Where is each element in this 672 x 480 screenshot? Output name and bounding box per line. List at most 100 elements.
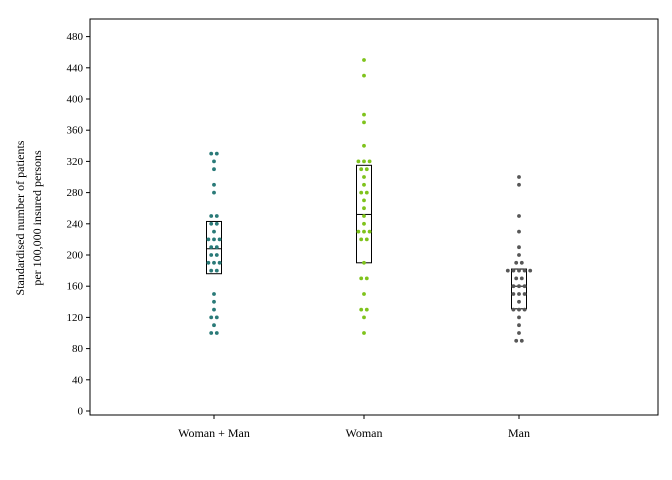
iqr-box — [206, 220, 222, 275]
data-point — [214, 221, 219, 226]
data-point — [519, 260, 524, 265]
plot-frame — [89, 18, 659, 416]
dots-layer — [206, 58, 533, 343]
data-point — [364, 276, 369, 281]
data-point — [209, 151, 214, 156]
data-point — [212, 229, 216, 234]
data-point — [359, 167, 364, 172]
data-point — [362, 214, 366, 218]
box-layer — [206, 164, 527, 310]
data-point — [362, 143, 366, 148]
data-point — [209, 245, 214, 250]
data-point — [212, 260, 216, 265]
data-point — [359, 276, 364, 281]
data-point — [514, 276, 519, 281]
data-point — [362, 182, 366, 187]
data-point — [359, 307, 364, 312]
data-point — [362, 73, 366, 78]
data-point — [517, 323, 521, 328]
data-point — [519, 276, 524, 281]
y-tick-label: 240 — [67, 218, 84, 230]
y-tick-label: 40 — [72, 374, 84, 386]
data-point — [214, 331, 219, 335]
y-axis-title: Standardised number of patients — [13, 140, 27, 295]
data-point — [212, 237, 216, 242]
data-point — [214, 245, 219, 250]
data-point — [517, 229, 521, 234]
data-point — [364, 167, 369, 172]
y-axis: 0 40 80 120 160 200 240 280 320 360 400 440 480 — [67, 31, 90, 418]
data-point — [206, 260, 211, 265]
data-point — [364, 237, 369, 242]
data-point — [517, 268, 521, 273]
data-point — [356, 229, 361, 234]
data-point — [511, 284, 516, 289]
data-point — [517, 292, 521, 296]
data-point — [505, 268, 510, 273]
data-point — [364, 190, 369, 195]
data-point — [517, 284, 521, 289]
data-point — [517, 253, 521, 257]
data-point — [522, 307, 527, 312]
data-point — [209, 214, 214, 218]
data-point — [517, 299, 521, 304]
data-point — [362, 260, 366, 265]
data-point — [217, 260, 222, 265]
data-point — [209, 315, 214, 320]
data-point — [209, 331, 214, 335]
data-point — [362, 159, 366, 164]
y-tick-label: 400 — [67, 94, 84, 106]
data-point — [362, 331, 366, 335]
data-point — [514, 260, 519, 265]
data-point — [517, 182, 521, 187]
data-point — [209, 253, 214, 257]
data-point — [362, 206, 366, 211]
x-tick-label: Woman + Man — [178, 426, 250, 440]
data-point — [209, 268, 214, 273]
data-point — [214, 214, 219, 218]
data-point — [517, 315, 521, 320]
data-point — [517, 331, 521, 335]
data-point — [517, 307, 521, 312]
data-point — [212, 323, 216, 328]
x-tick-label: Man — [508, 426, 530, 440]
y-tick-label: 440 — [67, 62, 84, 74]
data-point — [214, 315, 219, 320]
data-point — [514, 338, 519, 343]
data-point — [511, 292, 516, 296]
data-point — [362, 58, 366, 62]
x-tick-label: Woman — [345, 426, 382, 440]
data-point — [367, 229, 372, 234]
data-point — [362, 198, 366, 203]
data-point — [212, 182, 216, 187]
data-point — [359, 190, 364, 195]
y-tick-label: 200 — [67, 250, 84, 262]
data-point — [212, 292, 216, 296]
y-axis-title-line2: per 100,000 insured persons — [30, 150, 44, 286]
data-point — [362, 292, 366, 296]
data-point — [362, 229, 366, 234]
y-tick-label: 360 — [67, 125, 84, 137]
data-point — [209, 221, 214, 226]
data-point — [217, 237, 222, 242]
data-point — [214, 253, 219, 257]
data-point — [522, 268, 527, 273]
data-point — [522, 292, 527, 296]
data-point — [511, 268, 516, 273]
y-tick-label: 80 — [72, 343, 84, 355]
y-tick-label: 320 — [67, 156, 84, 168]
y-tick-label: 120 — [67, 312, 84, 324]
y-tick-label: 480 — [67, 31, 84, 43]
data-point — [528, 268, 533, 273]
data-point — [364, 307, 369, 312]
data-point — [362, 221, 366, 226]
data-point — [356, 159, 361, 164]
data-point — [519, 338, 524, 343]
data-point — [517, 245, 521, 250]
data-point — [517, 175, 521, 179]
data-point — [206, 237, 211, 242]
data-point — [362, 120, 366, 125]
data-point — [362, 315, 366, 320]
data-point — [359, 237, 364, 242]
